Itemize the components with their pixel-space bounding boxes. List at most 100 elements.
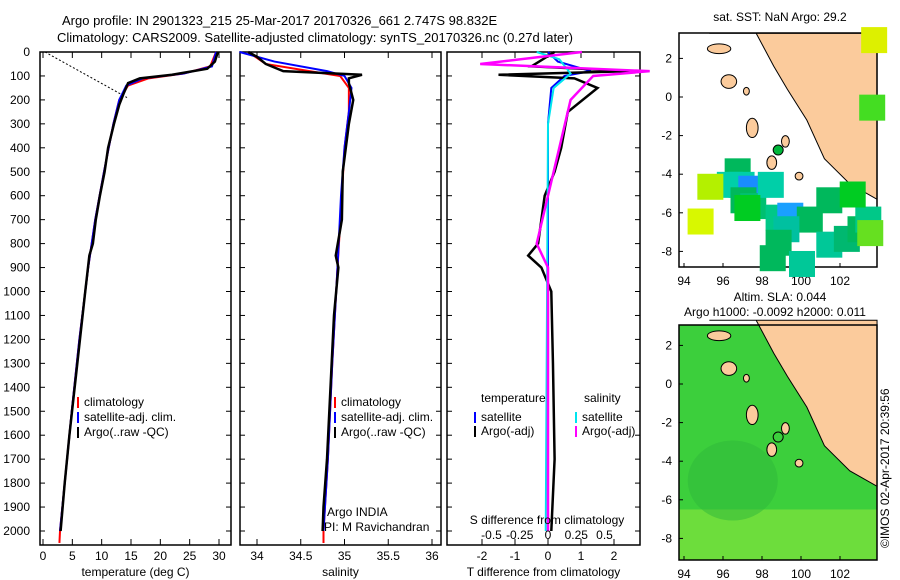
y-tick-label: 1500 [3, 404, 30, 418]
legend-title-temperature: temperature [481, 391, 546, 405]
mixed-layer-line [44, 51, 128, 98]
legend-label: climatology [341, 395, 401, 409]
s-tick-label: -0.5 [481, 528, 502, 542]
legend-label: satellite-adj. clim. [341, 410, 433, 424]
series-line-temperature-argo [59, 51, 220, 532]
lat-tick-label: -6 [661, 206, 672, 220]
lon-tick-label: 94 [677, 274, 691, 288]
y-tick-label: 500 [10, 165, 30, 179]
land-island [742, 86, 750, 96]
lat-tick-label: -4 [661, 454, 672, 468]
land-island [742, 373, 750, 383]
y-tick-label: 700 [10, 213, 30, 227]
s-tick-label: 0 [545, 528, 552, 542]
land-island [794, 171, 804, 181]
x-tick-label: 15 [124, 549, 138, 563]
lat-tick-label: -8 [661, 531, 672, 545]
lon-tick-label: 98 [755, 274, 769, 288]
lon-tick-label: 100 [791, 567, 811, 580]
lat-tick-label: 0 [665, 377, 672, 391]
annotation-line-2: PI: M Ravichandran [324, 520, 429, 534]
land-island [720, 361, 738, 376]
land-island [794, 458, 804, 468]
s-tick-label: 0.25 [565, 528, 589, 542]
series-line-temperature-satellite [59, 51, 218, 532]
annotation-line-1: Argo INDIA [327, 505, 388, 519]
sst-pixel [816, 187, 843, 214]
y-tick-label: 1100 [4, 308, 30, 322]
x-tick-label: 0 [545, 549, 552, 563]
x-tick-label: 5 [69, 549, 76, 563]
land-island [745, 117, 759, 139]
legend-label: satellite-adj. clim. [84, 410, 176, 424]
x-axis-label: temperature (deg C) [81, 565, 189, 579]
y-tick-label: 600 [10, 189, 30, 203]
y-tick-label: 2000 [3, 524, 30, 538]
sst-pixel [789, 250, 815, 277]
panel-frame-salinity [239, 51, 442, 546]
y-tick-label: 100 [10, 69, 30, 83]
series-line-salinity-argo [247, 50, 363, 532]
sst-pixel [757, 171, 784, 198]
legend-label: Argo(-adj) [582, 424, 635, 438]
x-tick-label: 2 [611, 549, 618, 563]
legend-label: satellite [481, 410, 522, 424]
y-tick-label: 1400 [3, 380, 30, 394]
x-tick-label: -1 [510, 549, 521, 563]
x-tick-label: 36 [425, 549, 439, 563]
map-frame [678, 324, 878, 561]
y-tick-label: 400 [10, 141, 30, 155]
sst-pixel [697, 173, 724, 200]
y-tick-label: 1600 [3, 428, 30, 442]
series-line-difference-s_satellite [536, 51, 572, 532]
argo-float-marker [772, 144, 784, 156]
land-island [720, 74, 738, 89]
sst-pixel [839, 181, 866, 208]
lat-tick-label: -2 [661, 129, 672, 143]
x-tick-label: 10 [95, 549, 109, 563]
x-tick-label: 30 [212, 549, 226, 563]
x-tick-label: -2 [477, 549, 488, 563]
lat-tick-label: -8 [661, 244, 672, 258]
sst-pixel [687, 208, 714, 235]
lon-tick-label: 96 [716, 567, 730, 580]
y-tick-label: 1000 [3, 285, 30, 299]
s-tick-label: 0.5 [596, 528, 613, 542]
lon-tick-label: 102 [830, 567, 850, 580]
series-line-temperature-climatology [58, 51, 217, 544]
panel-frame-temperature [39, 51, 232, 546]
series-line-salinity-climatology [247, 51, 350, 543]
x-tick-label: 34.5 [289, 549, 313, 563]
x-tick-label: 20 [154, 549, 168, 563]
y-tick-label: 1200 [3, 332, 30, 346]
lat-tick-label: -4 [661, 167, 672, 181]
land-island [706, 330, 732, 342]
s-axis-label: S difference from climatology [470, 513, 625, 527]
map-title: sat. SST: NaN Argo: 29.2 [713, 10, 847, 24]
land-island [781, 422, 790, 435]
title-line-2: Climatology: CARS2009. Satellite-adjuste… [57, 30, 573, 45]
lon-tick-label: 94 [677, 567, 691, 580]
lat-tick-label: 0 [665, 90, 672, 104]
land-island [745, 404, 759, 426]
title-line-1: Argo profile: IN 2901323_215 25-Mar-2017… [62, 13, 498, 28]
lon-tick-label: 98 [755, 567, 769, 580]
legend-label: Argo(..raw -QC) [341, 425, 426, 439]
land-island [766, 442, 778, 457]
legend-label: climatology [84, 395, 144, 409]
lon-tick-label: 100 [791, 274, 811, 288]
x-tick-label: 25 [183, 549, 197, 563]
panel-frame-difference [446, 51, 641, 546]
lat-tick-label: -6 [661, 493, 672, 507]
sst-pixel [759, 245, 786, 272]
y-tick-label: 1800 [3, 476, 30, 490]
sst-pixel [861, 27, 888, 54]
y-tick-label: 0 [23, 45, 30, 59]
y-tick-label: 900 [10, 261, 30, 275]
y-tick-label: 800 [10, 237, 30, 251]
x-tick-label: 35 [338, 549, 352, 563]
legend-label: satellite [582, 410, 623, 424]
x-axis-label: T difference from climatology [467, 565, 621, 579]
series-line-difference-s_argo [480, 50, 650, 531]
